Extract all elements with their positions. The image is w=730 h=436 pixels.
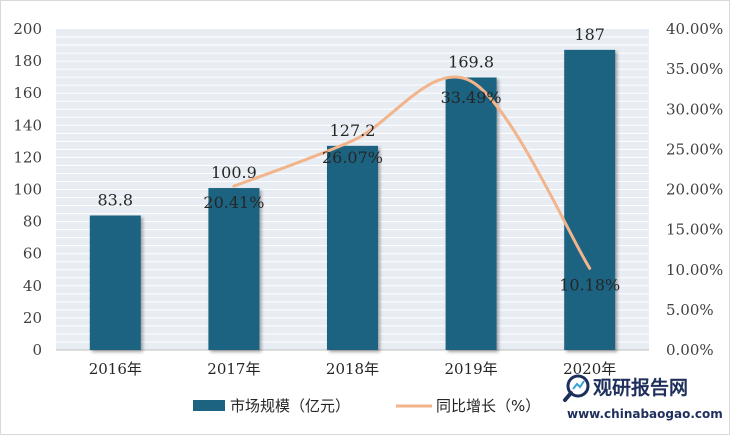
line-series bbox=[232, 75, 592, 270]
bar-value-label: 169.8 bbox=[448, 52, 494, 71]
x-axis: 2016年 2017年 2018年 2019年 2020年 bbox=[89, 360, 617, 378]
bar-value-label: 187 bbox=[574, 25, 605, 44]
x-tick-label: 2017年 bbox=[207, 360, 260, 378]
data-labels: 83.8 100.9 127.2 169.8 187 20.41% 26.07% 33.49%… bbox=[97, 25, 620, 294]
bar bbox=[327, 145, 378, 350]
bar bbox=[445, 77, 497, 350]
y-left-tick-label: 160 bbox=[13, 84, 42, 102]
x-tick-label: 2016年 bbox=[89, 360, 142, 378]
y-right-tick-label: 15.00% bbox=[666, 221, 723, 239]
y-axis-right: 0.00% 5.00% 10.00% 15.00% 20.00% 25.00% 30.00%… bbox=[666, 20, 723, 359]
y-right-tick-label: 20.00% bbox=[666, 181, 723, 199]
line-value-label: 20.41% bbox=[203, 193, 264, 212]
y-left-tick-label: 100 bbox=[13, 181, 42, 199]
y-left-tick-label: 80 bbox=[23, 213, 42, 231]
watermark-url: www.chinabaogao.com bbox=[567, 407, 723, 421]
y-left-tick-label: 140 bbox=[13, 116, 42, 134]
y-left-tick-label: 60 bbox=[23, 245, 42, 263]
bar bbox=[564, 49, 616, 351]
y-left-tick-label: 180 bbox=[13, 52, 42, 70]
y-axis-left: 0 20 40 60 80 100 120 140 160 180 200 bbox=[13, 20, 42, 359]
x-tick-label: 2019年 bbox=[445, 360, 498, 378]
y-left-tick-label: 40 bbox=[23, 277, 42, 295]
y-right-tick-label: 10.00% bbox=[666, 261, 723, 279]
bar-series bbox=[89, 49, 616, 351]
legend: 市场规模（亿元） 同比增长（%） bbox=[193, 397, 540, 415]
legend-bar-swatch bbox=[193, 400, 225, 411]
y-left-tick-label: 120 bbox=[13, 148, 42, 166]
magnifier-logo-icon bbox=[563, 374, 590, 402]
growth-line bbox=[232, 75, 592, 270]
y-right-tick-label: 5.00% bbox=[666, 301, 714, 319]
y-right-tick-label: 35.00% bbox=[666, 60, 723, 78]
y-left-tick-label: 200 bbox=[13, 20, 42, 38]
watermark: 观研报告网 www.chinabaogao.com bbox=[563, 374, 723, 421]
line-value-label: 10.18% bbox=[559, 275, 620, 294]
y-left-tick-label: 20 bbox=[23, 309, 42, 327]
legend-line-label: 同比增长（%） bbox=[436, 397, 540, 415]
y-left-tick-label: 0 bbox=[32, 341, 42, 359]
y-right-tick-label: 0.00% bbox=[666, 341, 714, 359]
line-value-label: 33.49% bbox=[441, 88, 502, 107]
legend-bar-label: 市场规模（亿元） bbox=[230, 397, 350, 415]
y-right-tick-label: 40.00% bbox=[666, 20, 723, 38]
bar bbox=[89, 215, 141, 350]
y-right-tick-label: 30.00% bbox=[666, 100, 723, 118]
bar-value-label: 83.8 bbox=[97, 191, 133, 210]
x-tick-label: 2018年 bbox=[326, 360, 379, 378]
bar-value-label: 100.9 bbox=[211, 163, 257, 182]
bar-value-label: 127.2 bbox=[330, 121, 376, 140]
watermark-brand-name: 观研报告网 bbox=[593, 376, 688, 399]
y-right-tick-label: 25.00% bbox=[666, 140, 723, 158]
line-value-label: 26.07% bbox=[322, 148, 383, 167]
bar bbox=[208, 188, 260, 350]
x-tick-label: 2020年 bbox=[563, 360, 616, 378]
